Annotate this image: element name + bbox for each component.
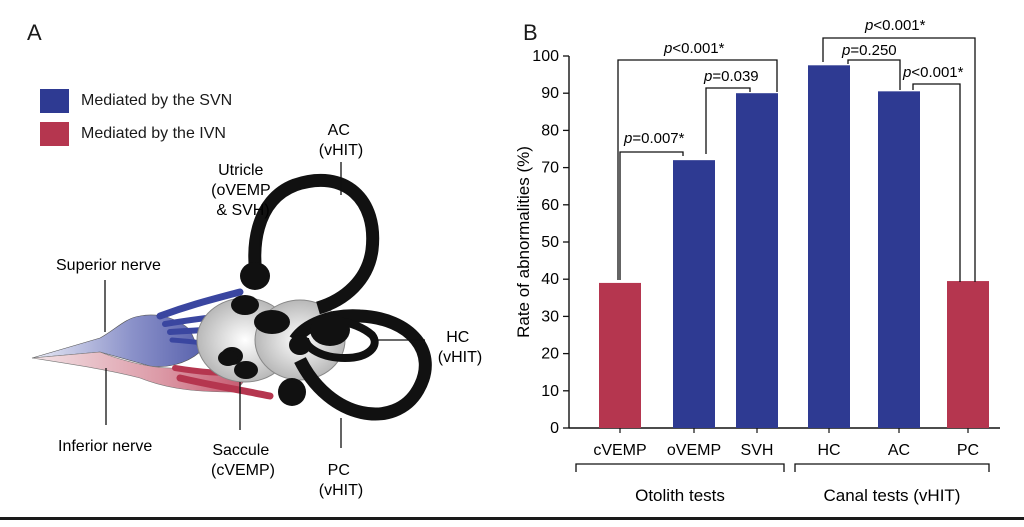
bottom-rule <box>0 517 1024 520</box>
y-tick-label: 10 <box>541 383 559 400</box>
y-tick-label: 40 <box>541 271 559 288</box>
bar-hc <box>808 65 850 429</box>
bar-ovemp <box>673 160 715 428</box>
x-tick-label-cvemp: cVEMP <box>593 442 646 459</box>
significance-brackets <box>617 37 976 282</box>
utricle <box>231 295 259 315</box>
y-tick-label: 30 <box>541 308 559 325</box>
bar-pc <box>947 281 989 428</box>
x-tick-label-svh: SVH <box>741 442 774 459</box>
y-tick-label: 60 <box>541 197 559 214</box>
label-ac: AC (vHIT) <box>319 122 363 159</box>
p-value-label: p<0.001* <box>864 17 926 34</box>
saccule <box>218 350 238 366</box>
group-label-canal: Canal tests (vHIT) <box>824 486 961 505</box>
bar-ac <box>878 91 920 428</box>
legend-item-svn: Mediated by the SVN <box>40 89 232 113</box>
panel-b-letter: B <box>523 20 538 45</box>
abnormality-bar-chart: Rate of abnormalities (%) 0 10 20 30 40 50 60 7… <box>515 17 1000 505</box>
x-tick-label-ovemp: oVEMP <box>667 442 721 459</box>
group-braces <box>575 463 990 472</box>
x-tick-label-ac: AC <box>888 442 910 459</box>
label-utricle: Utricle (oVEMP & SVH) <box>211 162 275 219</box>
p-value-label: p<0.001* <box>663 40 725 57</box>
x-tick-labels: cVEMP oVEMP SVH HC AC PC <box>593 428 979 459</box>
y-tick-label: 70 <box>541 160 559 177</box>
y-tick-label: 0 <box>550 420 559 437</box>
panel-a-letter: A <box>27 20 42 45</box>
x-tick-label-hc: HC <box>817 442 840 459</box>
p-value-label: p<0.001* <box>902 64 964 81</box>
label-hc: HC (vHIT) <box>438 329 482 366</box>
y-tick-label: 20 <box>541 346 559 363</box>
legend-item-ivn: Mediated by the IVN <box>40 122 226 146</box>
anterior-canal <box>248 174 380 315</box>
bar-svh <box>736 93 778 428</box>
label-saccule: Saccule (cVEMP) <box>211 442 275 479</box>
bars <box>599 65 989 429</box>
legend-label-svn: Mediated by the SVN <box>81 92 233 109</box>
y-axis-label: Rate of abnormalities (%) <box>515 146 533 338</box>
y-ticks: 0 10 20 30 40 50 60 70 80 90 100 <box>532 48 569 437</box>
label-inferior-nerve: Inferior nerve <box>58 438 152 455</box>
group-label-otolith: Otolith tests <box>635 486 725 505</box>
p-value-label: p=0.250 <box>841 42 897 59</box>
leader-lines <box>104 162 425 448</box>
y-tick-label: 90 <box>541 85 559 102</box>
label-superior-nerve: Superior nerve <box>56 257 161 274</box>
p-value-label: p=0.039 <box>703 68 759 85</box>
y-tick-label: 80 <box>541 122 559 139</box>
legend-label-ivn: Mediated by the IVN <box>81 125 226 142</box>
y-tick-label: 50 <box>541 234 559 251</box>
inner-ear-diagram: AC (vHIT) Utricle (oVEMP & SVH) Superior… <box>31 122 482 499</box>
bar-cvemp <box>599 282 641 428</box>
label-pc: PC (vHIT) <box>319 462 363 499</box>
legend-swatch-svn <box>40 89 69 113</box>
y-tick-label: 100 <box>532 48 559 65</box>
p-value-label: p=0.007* <box>623 130 685 147</box>
x-tick-label-pc: PC <box>957 442 979 459</box>
legend-swatch-ivn <box>40 122 69 146</box>
